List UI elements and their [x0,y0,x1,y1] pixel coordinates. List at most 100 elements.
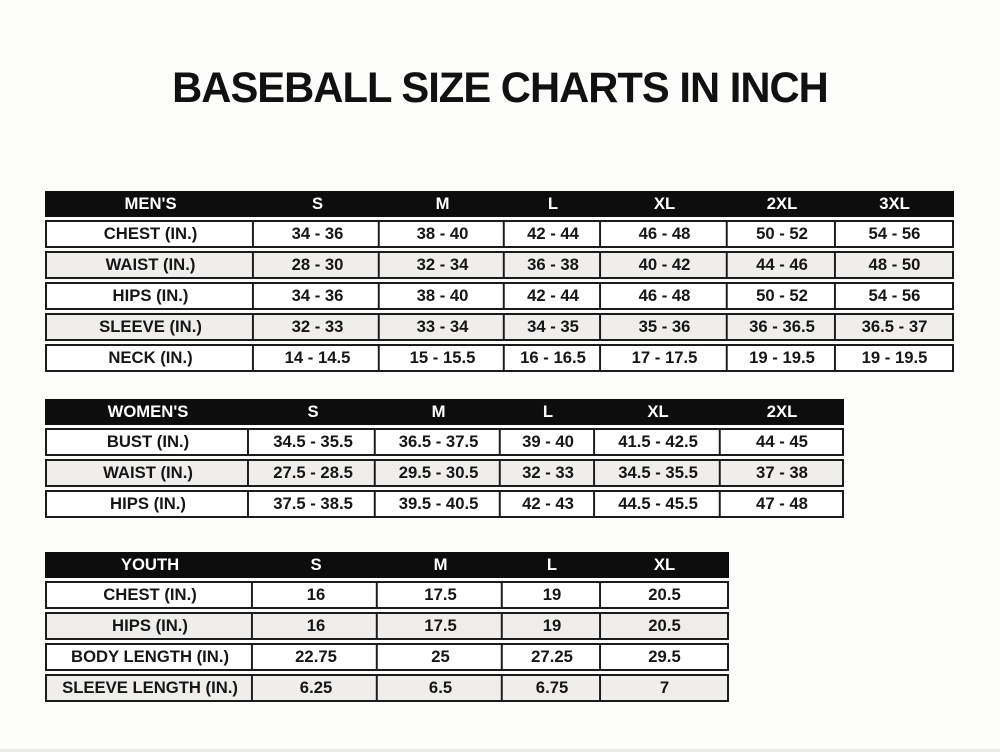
size-value-cell: 7 [659,678,670,697]
size-column-header: 3XL [879,194,910,213]
size-value-cell: 40 - 42 [603,253,728,277]
size-value-cell: 29.5 [648,647,681,666]
size-value-cell: 46 - 48 [603,222,728,246]
row-label-cell: SLEEVE (IN.) [49,315,254,339]
size-value-cell: 44 - 45 [756,432,808,451]
table-row: WAIST (IN.) 27.5 - 28.5 29.5 - 30.5 32 - 33… [45,459,844,487]
row-label-cell: HIPS (IN.) [49,614,253,638]
row-label-cell: BODY LENGTH (IN.) [49,645,253,669]
womens-size-table: WOMEN'S S M L XL 2XL BUST (IN.) 34.5 - 35.5 36.5… [45,399,844,518]
womens-header-label: WOMEN'S [49,401,249,423]
size-value-cell: 22.75 [256,645,378,669]
size-value-cell: 34.5 - 35.5 [252,430,376,454]
table-row: CHEST (IN.) 16 17.5 19 20.5 [45,581,729,609]
size-value-cell: 36 - 38 [507,253,602,277]
size-value-cell: 17.5 [380,583,503,607]
size-value-cell: 16 [256,614,378,638]
table-row: HIPS (IN.) 16 17.5 19 20.5 [45,612,729,640]
row-label-cell: WAIST (IN.) [49,253,254,277]
size-value-cell: 32 - 33 [503,461,596,485]
size-value-cell: 44.5 - 45.5 [597,492,721,516]
size-column-header: 2XL [766,402,798,421]
size-value-cell: 36.5 - 37 [861,317,928,336]
size-value-cell: 34 - 36 [257,284,380,308]
size-value-cell: 6.75 [505,676,602,700]
row-label-cell: WAIST (IN.) [49,461,249,485]
size-value-cell: 32 - 34 [382,253,505,277]
table-row: BODY LENGTH (IN.) 22.75 25 27.25 29.5 [45,643,729,671]
size-value-cell: 29.5 - 30.5 [378,461,501,485]
row-label-cell: CHEST (IN.) [49,583,253,607]
size-value-cell: 54 - 56 [868,224,921,243]
size-value-cell: 38 - 40 [382,222,505,246]
size-column-header: S [257,193,380,215]
size-value-cell: 36 - 36.5 [730,315,836,339]
size-value-cell: 28 - 30 [257,253,380,277]
size-column-header: XL [653,555,676,574]
size-column-header: M [380,554,503,576]
table-row: BUST (IN.) 34.5 - 35.5 36.5 - 37.5 39 - 40 4… [45,428,844,456]
size-value-cell: 25 [380,645,503,669]
row-label-cell: CHEST (IN.) [49,222,254,246]
mens-size-table: MEN'S S M L XL 2XL 3XL CHEST (IN.) 34 - 36 38 - 4… [45,191,954,372]
youth-header-row: YOUTH S M L XL [45,552,729,578]
row-label-cell: SLEEVE LENGTH (IN.) [49,676,253,700]
table-row: HIPS (IN.) 34 - 36 38 - 40 42 - 44 46 - 48 50… [45,282,954,310]
size-column-header: S [256,554,378,576]
size-value-cell: 14 - 14.5 [257,346,380,370]
size-value-cell: 39 - 40 [503,430,596,454]
bottom-edge-line [0,749,1000,752]
row-label-cell: NECK (IN.) [49,346,254,370]
womens-header-row: WOMEN'S S M L XL 2XL [45,399,844,425]
size-value-cell: 41.5 - 42.5 [597,430,721,454]
size-value-cell: 20.5 [648,616,681,635]
size-value-cell: 37 - 38 [756,463,808,482]
size-value-cell: 36.5 - 37.5 [378,430,501,454]
size-value-cell: 34 - 35 [507,315,602,339]
size-value-cell: 16 - 16.5 [507,346,602,370]
mens-header-label: MEN'S [49,193,254,215]
size-value-cell: 19 - 19.5 [861,348,928,367]
size-value-cell: 34 - 36 [257,222,380,246]
size-value-cell: 46 - 48 [603,284,728,308]
size-value-cell: 33 - 34 [382,315,505,339]
size-value-cell: 42 - 44 [507,222,602,246]
table-row: NECK (IN.) 14 - 14.5 15 - 15.5 16 - 16.5 17 … [45,344,954,372]
size-value-cell: 27.25 [505,645,602,669]
size-value-cell: 42 - 44 [507,284,602,308]
table-row: HIPS (IN.) 37.5 - 38.5 39.5 - 40.5 42 - 43 4… [45,490,844,518]
size-value-cell: 19 [505,614,602,638]
size-value-cell: 42 - 43 [503,492,596,516]
table-row: CHEST (IN.) 34 - 36 38 - 40 42 - 44 46 - 48 5… [45,220,954,248]
size-value-cell: 39.5 - 40.5 [378,492,501,516]
row-label-cell: BUST (IN.) [49,430,249,454]
table-row: SLEEVE (IN.) 32 - 33 33 - 34 34 - 35 35 - 36… [45,313,954,341]
size-value-cell: 48 - 50 [868,255,921,274]
size-column-header: L [505,554,602,576]
size-value-cell: 50 - 52 [730,222,836,246]
size-value-cell: 6.5 [380,676,503,700]
size-value-cell: 32 - 33 [257,315,380,339]
mens-header-row: MEN'S S M L XL 2XL 3XL [45,191,954,217]
size-value-cell: 37.5 - 38.5 [252,492,376,516]
size-value-cell: 54 - 56 [868,286,921,305]
youth-size-table: YOUTH S M L XL CHEST (IN.) 16 17.5 19 20.5 HIPS (I… [45,552,729,702]
youth-header-label: YOUTH [49,554,253,576]
size-column-header: XL [597,401,721,423]
size-value-cell: 19 [505,583,602,607]
size-value-cell: 19 - 19.5 [730,346,836,370]
row-label-cell: HIPS (IN.) [49,284,254,308]
row-label-cell: HIPS (IN.) [49,492,249,516]
size-value-cell: 6.25 [256,676,378,700]
size-column-header: 2XL [730,193,836,215]
size-column-header: M [382,193,505,215]
size-value-cell: 16 [256,583,378,607]
size-value-cell: 17.5 [380,614,503,638]
size-value-cell: 47 - 48 [756,494,808,513]
table-row: SLEEVE LENGTH (IN.) 6.25 6.5 6.75 7 [45,674,729,702]
size-value-cell: 50 - 52 [730,284,836,308]
size-column-header: L [507,193,602,215]
size-value-cell: 20.5 [648,585,681,604]
size-value-cell: 44 - 46 [730,253,836,277]
